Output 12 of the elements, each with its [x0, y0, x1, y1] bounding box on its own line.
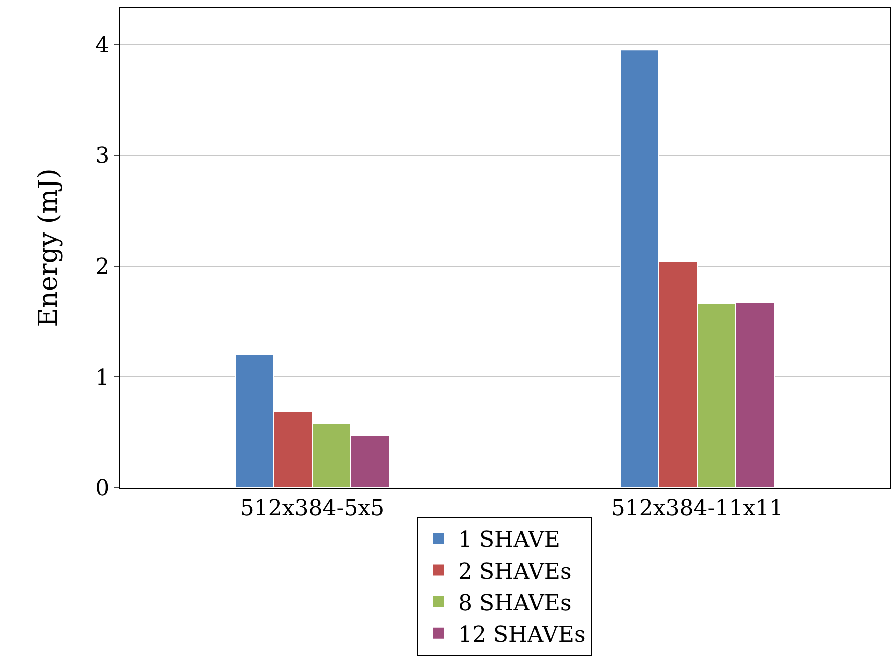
x-tick-label: 512x384-5x5 — [240, 496, 385, 522]
legend-label: 12 SHAVEs — [458, 622, 586, 648]
x-tick-label: 512x384-11x11 — [611, 496, 784, 522]
y-tick-label: 0 — [96, 476, 110, 502]
legend-label: 2 SHAVEs — [458, 560, 572, 585]
y-tick-label: 1 — [96, 366, 110, 391]
legend-label: 1 SHAVE — [458, 528, 560, 554]
y-tick-label: 2 — [96, 254, 110, 280]
legend-label: 8 SHAVEs — [458, 591, 572, 616]
y-axis-title: Energy (mJ) — [34, 168, 64, 328]
y-tick-label: 4 — [96, 33, 110, 58]
y-tick-label: 3 — [96, 144, 110, 170]
